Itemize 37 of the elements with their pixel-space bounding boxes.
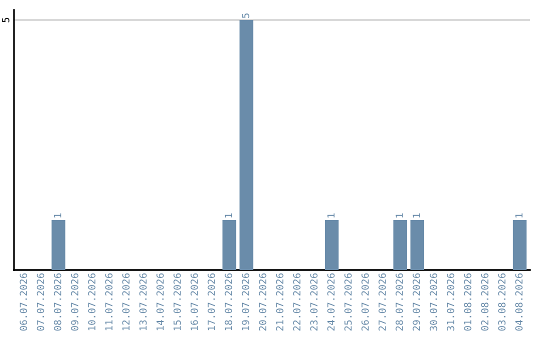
- data-label: 1: [396, 213, 403, 218]
- x-tick-label: 14.07.2026: [156, 273, 164, 330]
- x-tick-label: 28.07.2026: [396, 273, 403, 331]
- x-tick-label: 20.07.2026: [258, 273, 266, 331]
- x-tick-label: 30.07.2026: [430, 273, 438, 331]
- data-label: 1: [54, 213, 62, 218]
- x-tick-label: 27.07.2026: [378, 273, 386, 331]
- x-tick-label: 15.07.2026: [174, 273, 181, 330]
- data-label: 5: [242, 14, 250, 18]
- x-tick-label: 31.07.2026: [446, 273, 454, 331]
- x-tick-label: 26.07.2026: [361, 273, 369, 331]
- x-tick-label: 17.07.2026: [208, 273, 216, 330]
- x-tick-label: 01.08.2026: [464, 273, 472, 331]
- x-tick-label: 08.07.2026: [54, 273, 62, 331]
- x-tick-label: 06.07.2026: [20, 273, 28, 331]
- data-label: 1: [412, 213, 420, 218]
- x-tick-label: 24.07.2026: [327, 273, 335, 331]
- x-tick-label: 13.07.2026: [139, 273, 147, 330]
- x-tick-label: 10.07.2026: [88, 273, 96, 330]
- x-tick-label: 04.08.2026: [515, 273, 523, 331]
- x-tick-label: 22.07.2026: [293, 273, 300, 331]
- x-tick-label: 07.07.2026: [36, 273, 44, 331]
- x-tick-label: 03.08.2026: [498, 273, 506, 331]
- x-tick-label: 02.08.2026: [481, 273, 488, 331]
- x-tick-label: 21.07.2026: [276, 273, 284, 331]
- x-tick-label: 25.07.2026: [344, 273, 352, 331]
- x-tick-label: 19.07.2026: [242, 273, 250, 330]
- x-tick-label: 29.07.2026: [412, 273, 420, 331]
- x-tick-label: 09.07.2026: [71, 273, 78, 331]
- x-tick-label: 11.07.2026: [105, 273, 113, 330]
- data-label: 1: [515, 213, 522, 218]
- data-label: 1: [327, 213, 335, 218]
- x-tick-label: 12.07.2026: [122, 273, 130, 330]
- x-tick-label: 18.07.2026: [224, 273, 232, 330]
- data-label: 1: [224, 213, 232, 218]
- x-tick-label: 23.07.2026: [310, 273, 318, 331]
- x-tick-label: 16.07.2026: [190, 273, 198, 330]
